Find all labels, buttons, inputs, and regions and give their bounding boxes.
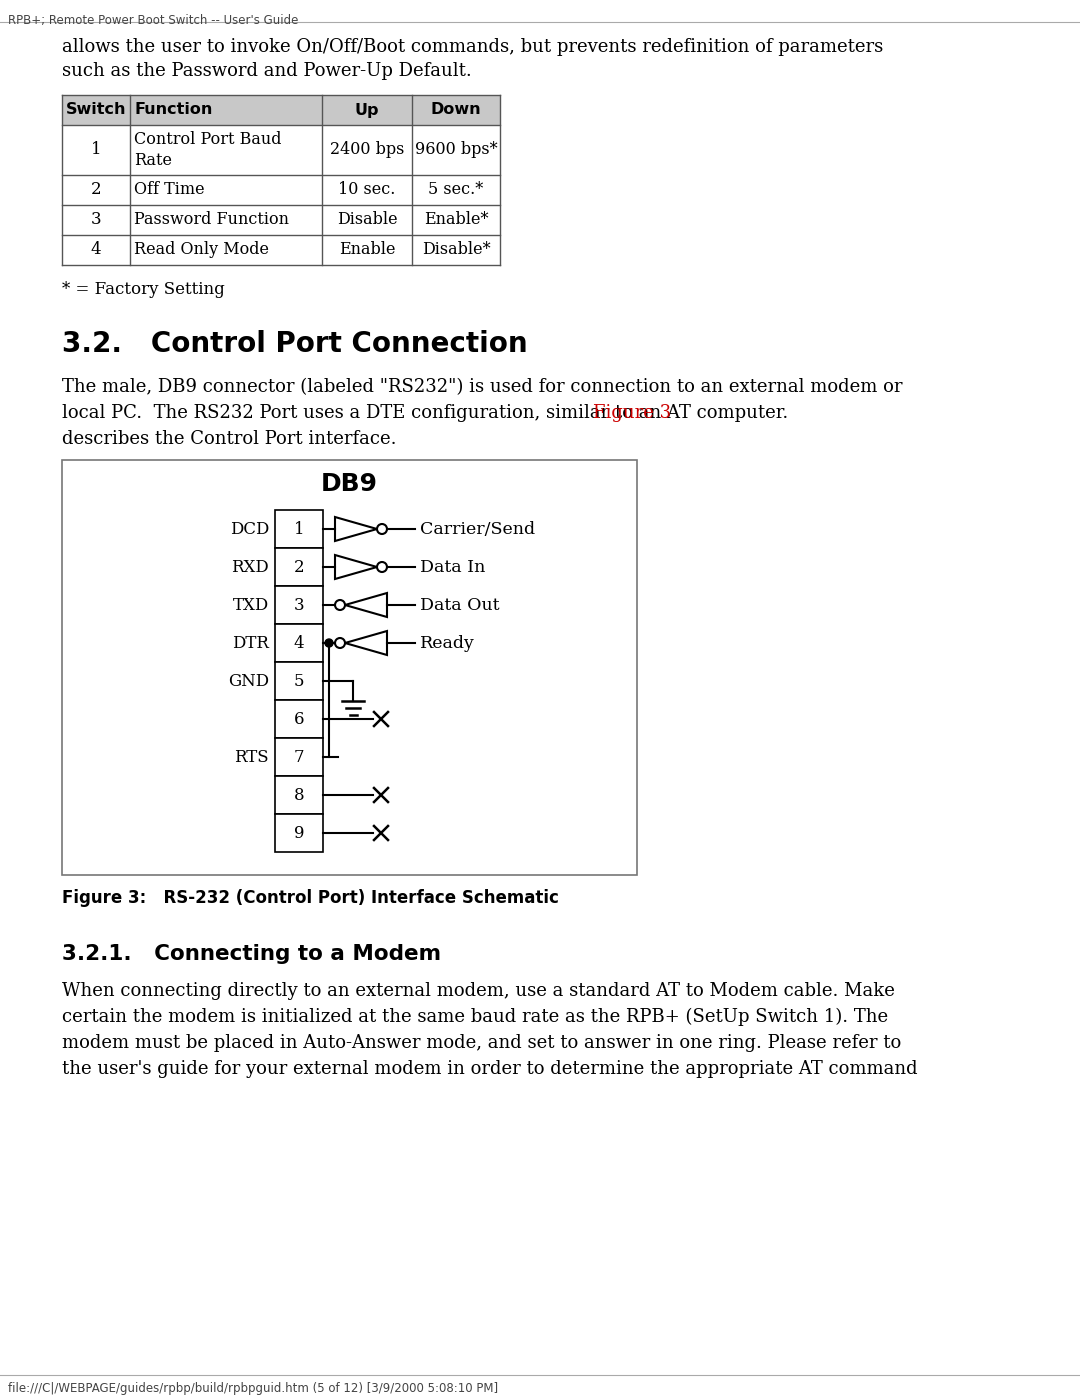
Bar <box>275 775 323 814</box>
Bar <box>62 124 500 175</box>
Text: Ready: Ready <box>420 634 475 651</box>
Text: 1: 1 <box>91 141 102 158</box>
Text: 5 sec.*: 5 sec.* <box>429 182 484 198</box>
Text: 9: 9 <box>294 824 305 841</box>
Text: RXD: RXD <box>231 559 269 576</box>
Bar <box>275 548 323 585</box>
Text: 2: 2 <box>91 182 102 198</box>
Text: Data Out: Data Out <box>420 597 499 613</box>
Text: GND: GND <box>228 672 269 690</box>
Bar <box>275 814 323 852</box>
Text: Switch: Switch <box>66 102 126 117</box>
Bar <box>62 460 637 875</box>
Text: * = Factory Setting: * = Factory Setting <box>62 281 225 298</box>
Text: Disable*: Disable* <box>421 242 490 258</box>
Text: 3: 3 <box>91 211 102 229</box>
Text: Enable: Enable <box>339 242 395 258</box>
Text: Read Only Mode: Read Only Mode <box>134 242 269 258</box>
Text: Figure 3: Figure 3 <box>593 404 671 422</box>
Bar <box>275 510 323 548</box>
Text: DB9: DB9 <box>321 472 378 496</box>
Text: 10 sec.: 10 sec. <box>338 182 395 198</box>
Text: Off Time: Off Time <box>134 182 204 198</box>
Text: 6: 6 <box>294 711 305 728</box>
Bar <box>275 662 323 700</box>
Text: Password Function: Password Function <box>134 211 289 229</box>
Text: Data In: Data In <box>420 559 485 576</box>
Text: the user's guide for your external modem in order to determine the appropriate A: the user's guide for your external modem… <box>62 1060 918 1078</box>
Text: Enable*: Enable* <box>423 211 488 229</box>
Text: DCD: DCD <box>230 521 269 538</box>
Text: The male, DB9 connector (labeled "RS232") is used for connection to an external : The male, DB9 connector (labeled "RS232"… <box>62 379 903 395</box>
Bar <box>62 205 500 235</box>
Text: When connecting directly to an external modem, use a standard AT to Modem cable.: When connecting directly to an external … <box>62 982 895 1000</box>
Bar <box>275 624 323 662</box>
Text: certain the modem is initialized at the same baud rate as the RPB+ (SetUp Switch: certain the modem is initialized at the … <box>62 1009 888 1027</box>
Text: modem must be placed in Auto-Answer mode, and set to answer in one ring. Please : modem must be placed in Auto-Answer mode… <box>62 1034 901 1052</box>
Text: allows the user to invoke On/Off/Boot commands, but prevents redefinition of par: allows the user to invoke On/Off/Boot co… <box>62 38 883 56</box>
Text: RPB+; Remote Power Boot Switch -- User's Guide: RPB+; Remote Power Boot Switch -- User's… <box>8 14 298 27</box>
Text: 5: 5 <box>294 672 305 690</box>
Text: 3: 3 <box>294 597 305 613</box>
Text: 3.2.   Control Port Connection: 3.2. Control Port Connection <box>62 330 528 358</box>
Text: 3.2.1.   Connecting to a Modem: 3.2.1. Connecting to a Modem <box>62 944 441 964</box>
Text: 8: 8 <box>294 787 305 803</box>
Text: Control Port Baud
Rate: Control Port Baud Rate <box>134 131 282 169</box>
Text: RTS: RTS <box>234 749 269 766</box>
Bar <box>62 235 500 265</box>
Text: such as the Password and Power-Up Default.: such as the Password and Power-Up Defaul… <box>62 61 472 80</box>
Bar <box>275 738 323 775</box>
Text: Up: Up <box>354 102 379 117</box>
Text: TXD: TXD <box>233 597 269 613</box>
Text: 7: 7 <box>294 749 305 766</box>
Text: file:///C|/WEBPAGE/guides/rpbp/build/rpbpguid.htm (5 of 12) [3/9/2000 5:08:10 PM: file:///C|/WEBPAGE/guides/rpbp/build/rpb… <box>8 1382 498 1396</box>
Text: local PC.  The RS232 Port uses a DTE configuration, similar to an AT computer.: local PC. The RS232 Port uses a DTE conf… <box>62 404 794 422</box>
Text: 2: 2 <box>294 559 305 576</box>
Text: Figure 3:   RS-232 (Control Port) Interface Schematic: Figure 3: RS-232 (Control Port) Interfac… <box>62 888 558 907</box>
Text: Down: Down <box>431 102 482 117</box>
Bar <box>275 700 323 738</box>
Text: 9600 bps*: 9600 bps* <box>415 141 497 158</box>
Text: Carrier/Send: Carrier/Send <box>420 521 535 538</box>
Text: describes the Control Port interface.: describes the Control Port interface. <box>62 430 396 448</box>
Bar <box>62 175 500 205</box>
Text: Function: Function <box>134 102 213 117</box>
Bar <box>275 585 323 624</box>
Bar <box>62 95 500 124</box>
Text: 4: 4 <box>294 634 305 651</box>
Text: Disable: Disable <box>337 211 397 229</box>
Text: DTR: DTR <box>232 634 269 651</box>
Text: 2400 bps: 2400 bps <box>329 141 404 158</box>
Text: 4: 4 <box>91 242 102 258</box>
Circle shape <box>325 638 333 647</box>
Text: 1: 1 <box>294 521 305 538</box>
